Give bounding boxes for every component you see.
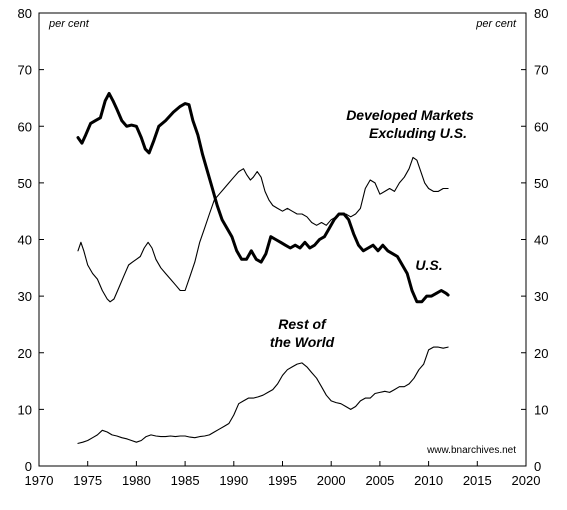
series-line-rest xyxy=(77,346,449,444)
y-tick-label-left: 80 xyxy=(18,6,32,21)
y-tick-label-right: 30 xyxy=(534,289,548,304)
us-label: U.S. xyxy=(415,257,442,273)
rest-of-world-label-line2: the World xyxy=(270,334,335,350)
y-tick-label-right: 60 xyxy=(534,119,548,134)
unit-label-right: per cent xyxy=(475,18,517,30)
x-tick-label: 2010 xyxy=(414,473,443,488)
x-tick-label: 2000 xyxy=(317,473,346,488)
unit-label-left: per cent xyxy=(48,18,90,30)
y-tick-label-left: 70 xyxy=(18,63,32,78)
series-line-developed xyxy=(77,156,449,303)
y-tick-label-left: 40 xyxy=(18,233,32,248)
x-tick-label: 2020 xyxy=(512,473,541,488)
developed-label-line1: Developed Markets xyxy=(346,107,474,123)
y-axis-left: 0 10 20 30 40 50 60 70 80 xyxy=(18,6,44,474)
x-tick-label: 1995 xyxy=(268,473,297,488)
source-credit: www.bnarchives.net xyxy=(426,445,516,456)
series-layer xyxy=(76,91,450,444)
y-tick-label-right: 70 xyxy=(534,63,548,78)
y-tick-label-left: 60 xyxy=(18,119,32,134)
y-tick-label-right: 40 xyxy=(534,233,548,248)
x-tick-label: 1975 xyxy=(73,473,102,488)
y-tick-label-right: 0 xyxy=(534,459,541,474)
y-tick-label-left: 50 xyxy=(18,176,32,191)
y-tick-label-right: 80 xyxy=(534,6,548,21)
y-tick-label-right: 50 xyxy=(534,176,548,191)
y-tick-label-left: 0 xyxy=(25,459,32,474)
y-tick-label-right: 20 xyxy=(534,346,548,361)
x-tick-label: 1985 xyxy=(171,473,200,488)
plot-frame xyxy=(38,12,527,467)
y-tick-label-left: 20 xyxy=(18,346,32,361)
series-line-us xyxy=(76,91,450,304)
y-axis-right: 0 10 20 30 40 50 60 70 80 xyxy=(521,6,548,474)
x-axis: 1970 1975 1980 1985 1990 1995 2000 2005 2010 2015… xyxy=(25,461,541,488)
x-tick-label: 2015 xyxy=(463,473,492,488)
x-tick-label: 1990 xyxy=(219,473,248,488)
rest-of-world-label-line1: Rest of xyxy=(278,316,327,332)
developed-label-line2: Excluding U.S. xyxy=(369,125,467,141)
y-tick-label-left: 30 xyxy=(18,289,32,304)
y-tick-label-right: 10 xyxy=(534,402,548,417)
x-tick-label: 1970 xyxy=(25,473,54,488)
y-tick-label-left: 10 xyxy=(18,402,32,417)
x-tick-label: 2005 xyxy=(365,473,394,488)
x-tick-label: 1980 xyxy=(122,473,151,488)
